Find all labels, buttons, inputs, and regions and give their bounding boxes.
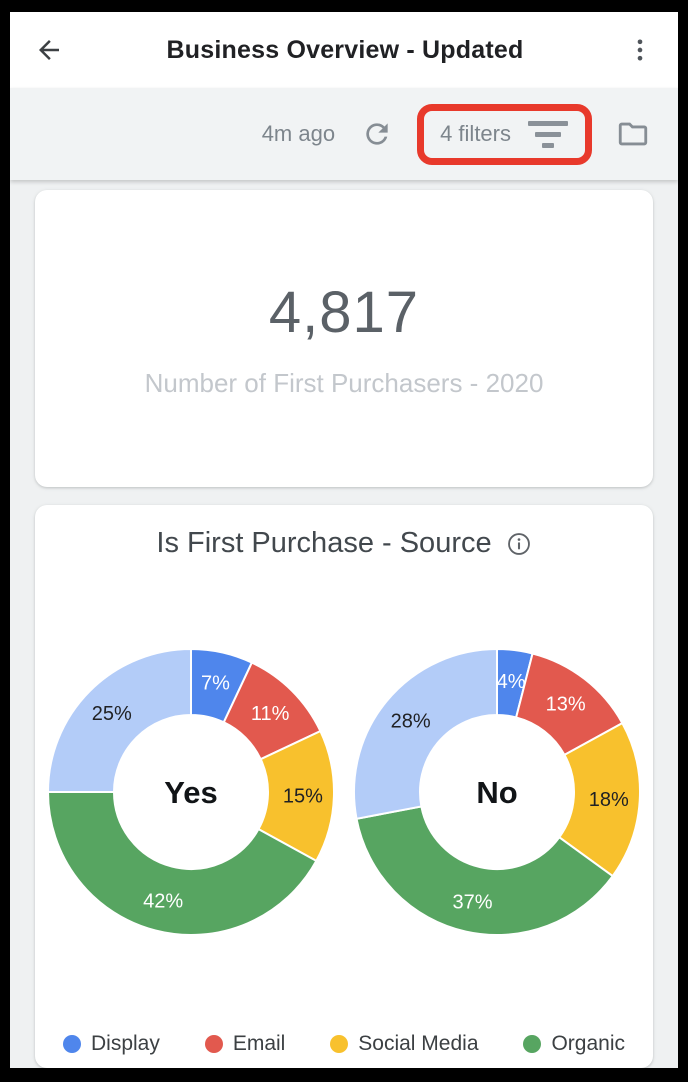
chart-title-row: Is First Purchase - Source bbox=[35, 527, 653, 560]
slice-percentage-label: 11% bbox=[251, 703, 290, 725]
slice-percentage-label: 28% bbox=[391, 711, 431, 733]
legend-color-dot bbox=[523, 1035, 542, 1053]
filter-list-icon bbox=[527, 120, 569, 148]
slice-percentage-label: 7% bbox=[201, 673, 230, 695]
report-canvas: 4,817 Number of First Purchasers - 2020 … bbox=[10, 180, 678, 1068]
donut-chart-no: 4% 13% 18% 37% 28% No bbox=[347, 642, 647, 942]
donut-center-label: Yes bbox=[164, 775, 217, 810]
legend-item-email: Email bbox=[204, 1032, 286, 1056]
donut-charts-row: 7% 11% 15% 42% 25% Yes 4% 13% 18% 37% 28% No bbox=[35, 642, 653, 942]
back-arrow-icon bbox=[39, 40, 59, 60]
slice-percentage-label: 13% bbox=[546, 694, 586, 716]
page-title: Business Overview - Updated bbox=[166, 35, 524, 64]
donut-slice[interactable] bbox=[355, 805, 615, 936]
filters-button[interactable]: 4 filters bbox=[434, 117, 575, 152]
legend-label: Email bbox=[232, 1032, 286, 1055]
overflow-menu-button[interactable] bbox=[620, 30, 660, 70]
donut-chart-yes: 7% 11% 15% 42% 25% Yes bbox=[41, 642, 341, 942]
folder-icon bbox=[618, 122, 648, 146]
slice-percentage-label: 18% bbox=[589, 789, 629, 811]
legend-label: Display bbox=[91, 1032, 160, 1055]
legend-color-dot bbox=[330, 1035, 349, 1053]
report-toolbar: 4m ago 4 filters bbox=[10, 88, 678, 180]
app-bar: Business Overview - Updated bbox=[10, 12, 678, 88]
back-button[interactable] bbox=[28, 29, 70, 71]
donut-center-label: No bbox=[476, 775, 517, 810]
legend-label: Organic bbox=[551, 1032, 625, 1055]
chart-legend: Display Email Social Media Organic bbox=[35, 1032, 653, 1056]
slice-percentage-label: 37% bbox=[453, 891, 493, 913]
donut-slice[interactable] bbox=[46, 791, 318, 936]
chart-title: Is First Purchase - Source bbox=[156, 527, 492, 559]
filters-highlight-annotation: 4 filters bbox=[417, 103, 592, 165]
slice-percentage-label: 42% bbox=[143, 890, 183, 912]
donut-slice[interactable] bbox=[353, 647, 498, 820]
filters-label: 4 filters bbox=[440, 121, 511, 146]
folder-button[interactable] bbox=[610, 111, 656, 157]
slice-percentage-label: 15% bbox=[283, 786, 323, 808]
refresh-icon bbox=[366, 123, 388, 145]
donut-slice[interactable] bbox=[557, 721, 641, 878]
slice-percentage-label: 25% bbox=[92, 703, 132, 725]
app-screen: Business Overview - Updated 4m ago 4 fil… bbox=[10, 12, 678, 1068]
legend-item-social-media: Social Media bbox=[330, 1032, 479, 1056]
donut-chart-card[interactable]: Is First Purchase - Source 7% 11% 15% 42% 25… bbox=[35, 505, 653, 1068]
legend-label: Social Media bbox=[358, 1032, 479, 1055]
kebab-menu-icon bbox=[637, 39, 643, 61]
scorecard-caption: Number of First Purchasers - 2020 bbox=[144, 367, 544, 398]
scorecard-card[interactable]: 4,817 Number of First Purchasers - 2020 bbox=[35, 190, 653, 487]
slice-percentage-label: 4% bbox=[497, 671, 526, 693]
refresh-button[interactable] bbox=[355, 112, 399, 156]
legend-item-organic: Organic bbox=[523, 1032, 625, 1056]
last-updated-label: 4m ago bbox=[261, 121, 336, 146]
legend-color-dot bbox=[63, 1035, 81, 1053]
donut-slice[interactable] bbox=[46, 647, 192, 793]
info-icon[interactable] bbox=[506, 531, 532, 557]
legend-color-dot bbox=[204, 1035, 223, 1053]
legend-item-display: Display bbox=[63, 1032, 160, 1056]
scorecard-value: 4,817 bbox=[268, 279, 420, 345]
